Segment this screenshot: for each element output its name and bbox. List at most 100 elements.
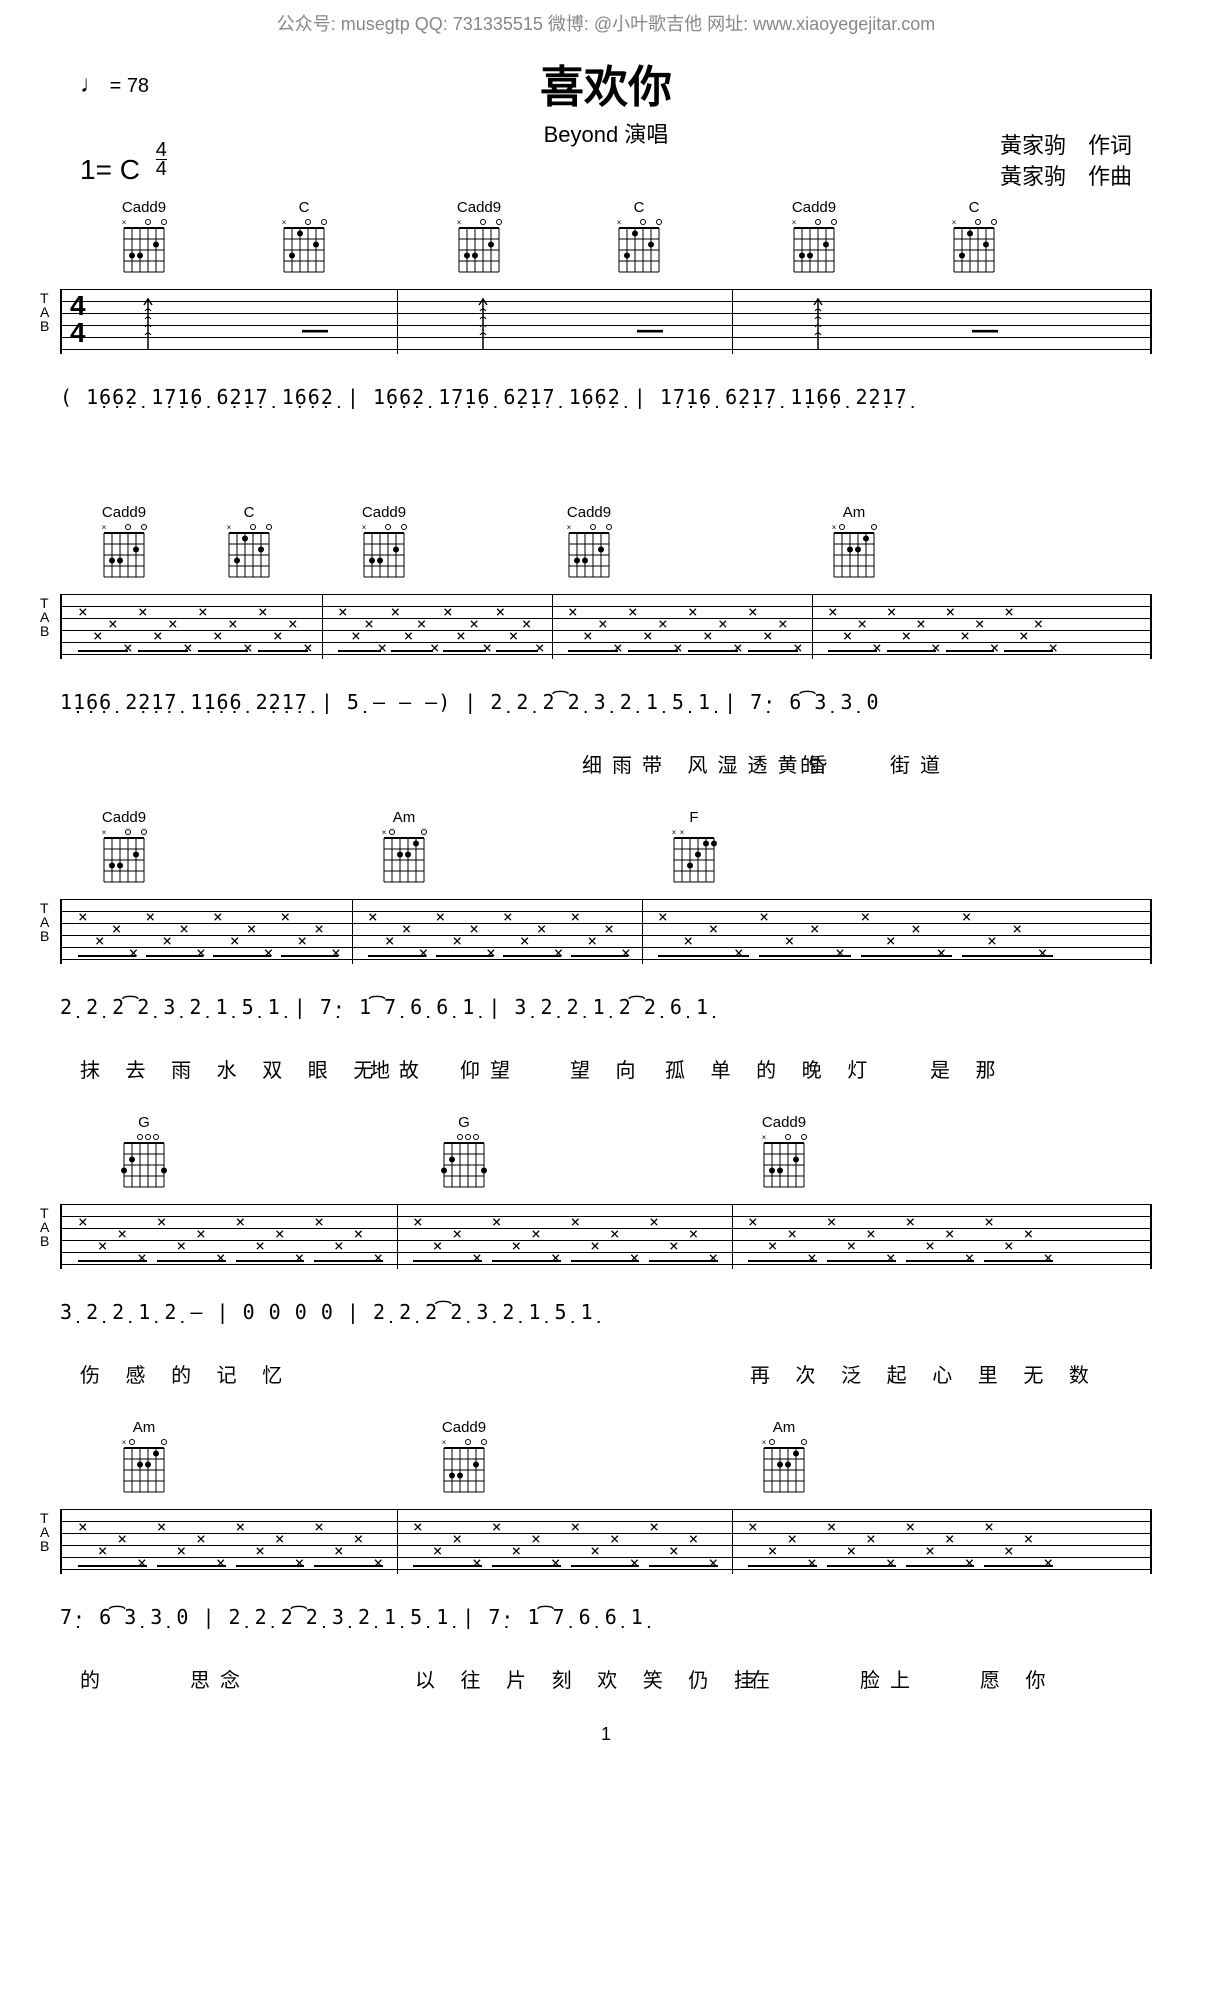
chord-diagram — [440, 1133, 488, 1189]
lyric-segment: 望 向 — [570, 1054, 646, 1083]
lyricist-name: 黃家驹 — [1000, 133, 1066, 158]
lyric-segment: 孤 单 的 晚 灯 — [665, 1054, 877, 1083]
chord-block: Am × — [380, 809, 428, 889]
chord-name: G — [440, 1114, 488, 1131]
chord-name: Cadd9 — [440, 1419, 488, 1436]
chord-block: G — [120, 1114, 168, 1194]
svg-text:×: × — [617, 218, 622, 227]
svg-text:×: × — [457, 218, 462, 227]
staff-systems: Cadd9 × C × Cadd9 × C × Cadd9 × C × TAB4… — [0, 199, 1212, 1694]
jianpu-row: ( 1̣6̣6̣2̣ 1̣7̣1̣6̣ 6̣2̣1̣7̣ 1̣6̣6̣2̣ | … — [60, 384, 1152, 444]
lyric-segment: 愿 你 — [980, 1664, 1056, 1693]
chord-name: Am — [760, 1419, 808, 1436]
tab-clef: TAB — [40, 1511, 49, 1553]
chord-block: F ×× — [670, 809, 718, 889]
lyric-segment: 在 — [750, 1664, 780, 1693]
chord-diagram: × — [120, 218, 168, 274]
chord-name: G — [120, 1114, 168, 1131]
svg-text:×: × — [227, 523, 232, 532]
lyric-segment: 脸上 — [860, 1664, 920, 1693]
jianpu-row: 2̣ 2̣ 2͡2̣ 3̣ 2̣ 1̣ 5̣ 1̣ | 7̣· 1͡7̣ 6̣ … — [60, 994, 1152, 1054]
tempo-note: ♩ — [80, 71, 104, 98]
chord-name: F — [670, 809, 718, 826]
chord-diagram: × — [830, 523, 878, 579]
header: ♩ = 78 喜欢你 Beyond 演唱 1= C 4 4 黃家驹 作词 黃家驹… — [0, 41, 1212, 169]
svg-text:×: × — [762, 1133, 767, 1142]
lyric-row: 的思念以 往 片 刻 欢 笑 仍 挂在脸上愿 你 — [60, 1664, 1152, 1694]
lyric-segment: 再 次 泛 起 心 里 无 数 — [750, 1359, 1099, 1388]
lyric-segment: 街道 — [890, 749, 950, 778]
chord-diagram: × — [615, 218, 663, 274]
chord-name: Cadd9 — [360, 504, 408, 521]
tab-clef: TAB — [40, 1206, 49, 1248]
svg-text:×: × — [680, 828, 685, 837]
lyric-row: 抹 去 雨 水 双 眼 无 故地仰望望 向孤 单 的 晚 灯是 那 — [60, 1054, 1152, 1084]
svg-text:×: × — [567, 523, 572, 532]
chord-name: C — [950, 199, 998, 216]
svg-text:×: × — [362, 523, 367, 532]
strum-arrow-icon — [812, 291, 824, 351]
tempo-bpm: 78 — [127, 75, 149, 97]
chord-block: Cadd9 × — [100, 809, 148, 889]
song-subtitle: Beyond 演唱 — [60, 117, 1152, 149]
svg-text:×: × — [122, 218, 127, 227]
chord-diagram: × — [455, 218, 503, 274]
tab-staff: TAB×××××××××××××××××××××××××××××××××××××… — [60, 594, 1152, 659]
lyric-segment: 思念 — [190, 1664, 250, 1693]
svg-text:×: × — [672, 828, 677, 837]
chord-row: Am × Cadd9 × Am × — [60, 1419, 1152, 1509]
chord-name: Cadd9 — [120, 199, 168, 216]
chord-row: Cadd9 × C × Cadd9 × C × Cadd9 × C × — [60, 199, 1152, 289]
staff-system: G G Cadd9 × TAB×××××××××××××××××××××××××… — [60, 1114, 1152, 1389]
chord-name: Cadd9 — [100, 504, 148, 521]
credits: 黃家驹 作词 黃家驹 作曲 — [1000, 131, 1132, 193]
jianpu-notes: 1̣1̣6̣6̣ 2̣2̣1̣7̣ 1̣1̣6̣6̣ 2̣2̣1̣7̣ | 5̣… — [60, 690, 880, 714]
chord-row: G G Cadd9 × — [60, 1114, 1152, 1204]
lyric-segment: 地 — [370, 1054, 400, 1083]
chord-block: Cadd9 × — [360, 504, 408, 584]
lyric-segment: 以 往 片 刻 欢 笑 仍 挂 — [415, 1664, 764, 1693]
staff-system: Cadd9 × Am × F ×× TAB×××××××××××××××××××… — [60, 809, 1152, 1084]
chord-block: Cadd9 × — [120, 199, 168, 279]
chord-diagram: × — [280, 218, 328, 274]
chord-diagram: × — [760, 1438, 808, 1494]
page-number: 1 — [0, 1724, 1212, 1765]
watermark-text: 公众号: musegtp QQ: 731335515 微博: @小叶歌吉他 网址… — [0, 0, 1212, 41]
tab-staff: TAB×××××××××××××××××××××××××××××××××××××… — [60, 899, 1152, 964]
chord-block: Cadd9 × — [790, 199, 838, 279]
chord-block: Cadd9 × — [760, 1114, 808, 1194]
chord-row: Cadd9 × C × Cadd9 × Cadd9 × Am × — [60, 504, 1152, 594]
jianpu-row: 3̣ 2̣ 2̣ 1̣ 2̣ — | 0 0 0 0 | 2̣ 2̣ 2͡2̣ … — [60, 1299, 1152, 1359]
svg-text:×: × — [102, 523, 107, 532]
jianpu-notes: ( 1̣6̣6̣2̣ 1̣7̣1̣6̣ 6̣2̣1̣7̣ 1̣6̣6̣2̣ | … — [60, 385, 908, 409]
chord-diagram: × — [790, 218, 838, 274]
lyric-row: 伤 感 的 记 忆再 次 泛 起 心 里 无 数 — [60, 1359, 1152, 1389]
tab-clef: TAB — [40, 901, 49, 943]
tab-staff: TAB×××××××××××××××××××××××××××××××××××××… — [60, 1204, 1152, 1269]
staff-system: Cadd9 × C × Cadd9 × C × Cadd9 × C × TAB4… — [60, 199, 1152, 474]
staff-system: Cadd9 × C × Cadd9 × Cadd9 × Am × TAB××××… — [60, 504, 1152, 779]
chord-block: C × — [615, 199, 663, 279]
timesig-bot: 4 — [156, 160, 167, 178]
rest-mark: — — [637, 314, 663, 345]
chord-name: Cadd9 — [565, 504, 613, 521]
song-title: 喜欢你 — [60, 51, 1152, 115]
svg-text:×: × — [382, 828, 387, 837]
lyric-row: 细雨带 风湿透黄昏的街道 — [60, 749, 1152, 779]
tempo-eq: = — [110, 75, 127, 97]
chord-diagram: × — [100, 828, 148, 884]
chord-diagram: × — [760, 1133, 808, 1189]
strum-arrow-icon — [477, 291, 489, 351]
lyric-segment: 的 — [800, 749, 830, 778]
tempo: ♩ = 78 — [80, 71, 149, 99]
chord-block: Cadd9 × — [440, 1419, 488, 1499]
tab-staff: TAB44 — — — — [60, 289, 1152, 354]
chord-block: Am × — [760, 1419, 808, 1499]
chord-diagram: × — [225, 523, 273, 579]
chord-diagram: × — [100, 523, 148, 579]
composer-name: 黃家驹 — [1000, 164, 1066, 189]
chord-block: Cadd9 × — [100, 504, 148, 584]
jianpu-row: 1̣1̣6̣6̣ 2̣2̣1̣7̣ 1̣1̣6̣6̣ 2̣2̣1̣7̣ | 5̣… — [60, 689, 1152, 749]
svg-text:×: × — [762, 1438, 767, 1447]
chord-diagram — [120, 1133, 168, 1189]
